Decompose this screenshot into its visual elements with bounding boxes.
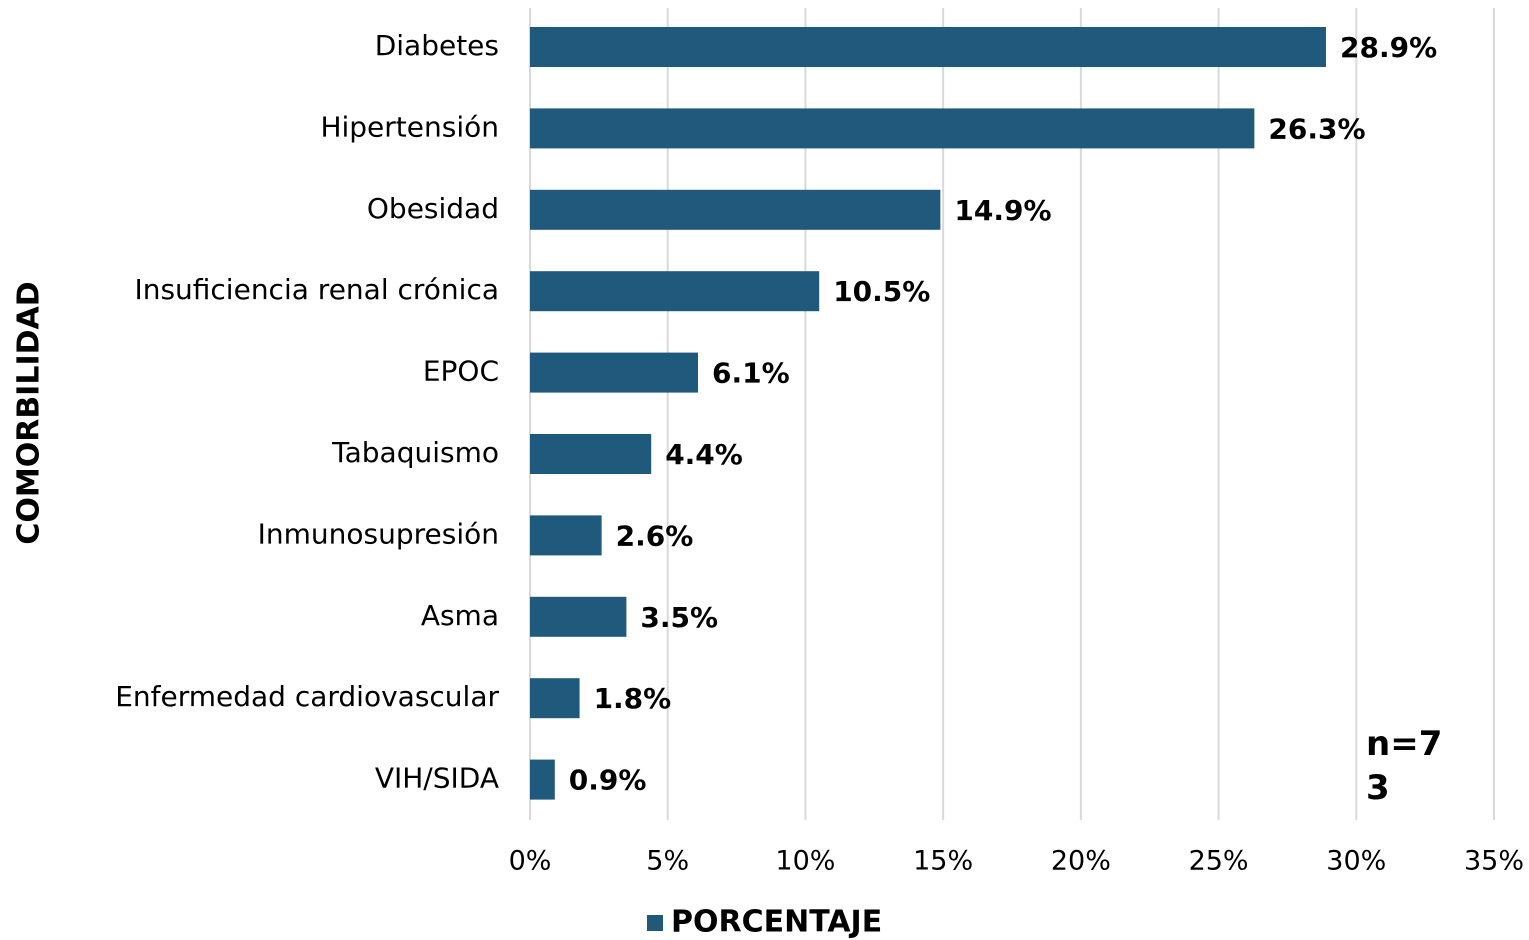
y-tick-label: Asma xyxy=(421,599,499,632)
y-tick-label: Diabetes xyxy=(375,29,499,62)
data-label: 28.9% xyxy=(1340,31,1437,64)
x-tick-label: 35% xyxy=(1464,846,1524,877)
bar xyxy=(530,27,1326,67)
y-tick-label: Tabaquismo xyxy=(331,436,499,469)
legend-label: PORCENTAJE xyxy=(671,905,882,940)
data-label: 26.3% xyxy=(1268,112,1365,145)
bar xyxy=(530,678,580,719)
y-tick-label: Obesidad xyxy=(367,192,499,225)
bar xyxy=(530,515,602,556)
y-tick-label: Inmunosupresión xyxy=(258,517,499,550)
x-tick-label: 5% xyxy=(646,846,689,877)
bar xyxy=(530,352,699,393)
data-label: 6.1% xyxy=(712,357,790,390)
data-label: 2.6% xyxy=(616,519,694,552)
annotation: n=73 xyxy=(1366,724,1443,808)
y-tick-label: EPOC xyxy=(423,355,499,388)
y-tick-label: Enfermedad cardiovascular xyxy=(115,680,499,713)
data-label: 0.9% xyxy=(569,764,647,797)
bar xyxy=(530,189,941,230)
y-axis-title: COMORBILIDAD xyxy=(12,281,47,544)
data-label: 1.8% xyxy=(594,682,672,715)
data-label: 3.5% xyxy=(640,601,718,634)
legend-swatch xyxy=(647,915,663,931)
y-tick-label: Hipertensión xyxy=(320,110,499,143)
x-tick-label: 25% xyxy=(1189,846,1249,877)
y-tick-label: Insuficiencia renal crónica xyxy=(134,273,499,306)
bar xyxy=(530,759,555,800)
x-tick-label: 15% xyxy=(913,846,973,877)
bar xyxy=(530,596,627,637)
data-label: 10.5% xyxy=(833,275,930,308)
x-tick-label: 0% xyxy=(509,846,552,877)
bar xyxy=(530,108,1255,149)
data-label: 14.9% xyxy=(954,194,1051,227)
x-tick-label: 30% xyxy=(1326,846,1386,877)
bar xyxy=(530,434,652,474)
y-tick-label: VIH/SIDA xyxy=(375,762,499,795)
data-label: 4.4% xyxy=(665,438,743,471)
x-tick-label: 10% xyxy=(775,846,835,877)
x-tick-label: 20% xyxy=(1051,846,1111,877)
bar xyxy=(530,271,820,312)
